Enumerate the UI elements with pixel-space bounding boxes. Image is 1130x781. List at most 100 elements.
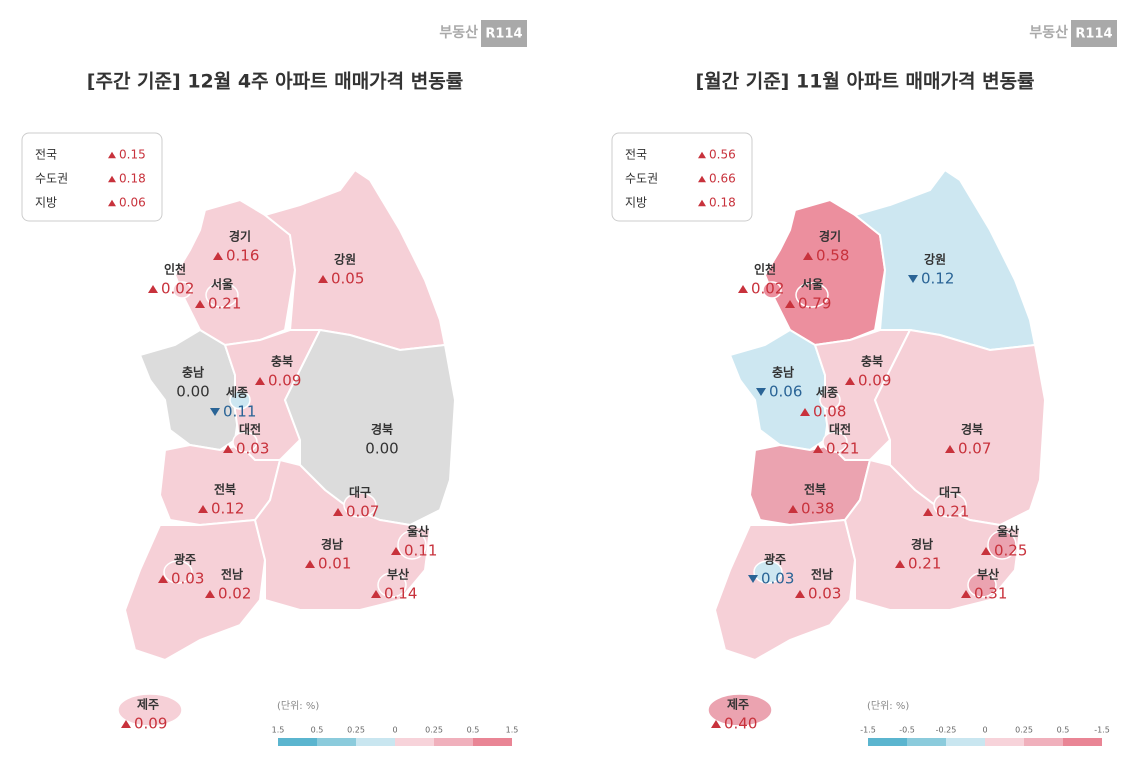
- arrow-up: [813, 445, 823, 453]
- legend-swatch: [356, 738, 395, 746]
- region-name: 충남: [772, 365, 794, 380]
- summary-label: 전국: [35, 148, 57, 162]
- arrow-up: [255, 377, 265, 385]
- brand-box: [481, 20, 527, 47]
- brand-mark: R114: [485, 27, 522, 42]
- summary-label: 지방: [35, 196, 57, 210]
- region-value: 0.02: [161, 280, 194, 298]
- arrow-down: [908, 275, 918, 283]
- region-shape: [967, 572, 997, 598]
- region-value: 0.40: [724, 715, 757, 733]
- region-name: 경남: [911, 537, 933, 552]
- region-name: 충북: [861, 354, 883, 369]
- arrow-up: [213, 252, 223, 260]
- legend-swatch: [868, 738, 907, 746]
- region-name: 전남: [811, 567, 833, 582]
- region-name: 충남: [182, 365, 204, 380]
- region-name: 경북: [961, 423, 983, 437]
- summary-label: 수도권: [35, 172, 68, 186]
- arrow-up: [108, 199, 116, 207]
- summary-value: 0.18: [709, 196, 736, 210]
- summary-value: 0.18: [119, 172, 146, 186]
- region-value: 0.14: [384, 585, 417, 603]
- region-shape: [117, 693, 183, 727]
- arrow-up: [698, 175, 706, 183]
- region-shape: [753, 560, 783, 584]
- region-shape: [343, 492, 377, 518]
- region-value: 0.02: [751, 280, 784, 298]
- region-value: 0.16: [226, 247, 259, 265]
- region-value: 0.58: [816, 247, 849, 265]
- arrow-up: [945, 445, 955, 453]
- arrow-up: [895, 560, 905, 568]
- region-value: 0.25: [994, 542, 1027, 560]
- region-value: 0.07: [958, 440, 991, 458]
- region-name: 강원: [334, 253, 356, 267]
- region-name: 경기: [229, 229, 251, 244]
- region-name: 충북: [271, 354, 293, 369]
- legend-tick: 0.25: [347, 726, 365, 735]
- region-value: 0.11: [223, 403, 256, 421]
- region-shape: [933, 492, 967, 518]
- region-value: 0.12: [921, 270, 954, 288]
- region-name: 인천: [754, 262, 776, 277]
- region-value: 0.00: [365, 440, 398, 458]
- region-value: 0.07: [346, 503, 379, 521]
- arrow-up: [845, 377, 855, 385]
- arrow-up: [318, 275, 328, 283]
- summary-label: 지방: [625, 196, 647, 210]
- region-value: 0.01: [318, 555, 351, 573]
- arrow-up: [198, 505, 208, 513]
- region-shape: [262, 168, 447, 352]
- arrow-up: [800, 408, 810, 416]
- region-shape: [843, 458, 1022, 611]
- legend-swatch: [278, 738, 317, 746]
- arrow-up: [923, 508, 933, 516]
- arrow-up: [803, 252, 813, 260]
- arrow-up: [391, 547, 401, 555]
- region-value: 0.03: [171, 570, 204, 588]
- legend-tick: 1.5: [506, 726, 519, 735]
- region-name: 인천: [164, 262, 186, 277]
- arrow-up: [108, 151, 116, 159]
- legend-tick: 0.5: [1057, 726, 1070, 735]
- region-value: 0.02: [218, 585, 251, 603]
- region-value: 0.00: [176, 383, 209, 401]
- region-value: 0.03: [236, 440, 269, 458]
- legend-swatch: [985, 738, 1024, 746]
- legend-swatch: [1063, 738, 1102, 746]
- legend-swatch: [946, 738, 985, 746]
- region-name: 대전: [829, 422, 851, 437]
- arrow-up: [795, 590, 805, 598]
- region-name: 세종: [816, 385, 838, 400]
- arrow-up: [158, 575, 168, 583]
- region-value: 0.21: [208, 295, 241, 313]
- arrow-down: [210, 408, 220, 416]
- legend-tick: -0.5: [899, 726, 915, 735]
- legend-tick: 0: [392, 726, 397, 735]
- region-value: 0.09: [858, 372, 891, 390]
- legend-swatch: [434, 738, 473, 746]
- region-name: 울산: [997, 524, 1019, 539]
- region-name: 광주: [174, 552, 196, 567]
- region-shape: [163, 560, 193, 584]
- legend-swatch: [395, 738, 434, 746]
- region-name: 전북: [804, 482, 826, 497]
- region-name: 전남: [221, 567, 243, 582]
- brand-name: 부동산: [439, 24, 478, 41]
- arrow-up: [981, 547, 991, 555]
- region-value: 0.21: [936, 503, 969, 521]
- brand-name: 부동산: [1029, 24, 1068, 41]
- arrow-down: [748, 575, 758, 583]
- legend-tick: -1.5: [860, 726, 876, 735]
- region-shape: [795, 282, 829, 308]
- arrow-up: [785, 300, 795, 308]
- brand-mark: R114: [1075, 27, 1112, 42]
- region-shape: [713, 518, 857, 662]
- legend-tick: 0: [982, 726, 987, 735]
- region-value: 0.08: [813, 403, 846, 421]
- region-shape: [397, 530, 427, 560]
- panel-title: [주간 기준] 12월 4주 아파트 매매가격 변동률: [87, 71, 463, 93]
- arrow-up: [108, 175, 116, 183]
- arrow-up: [205, 590, 215, 598]
